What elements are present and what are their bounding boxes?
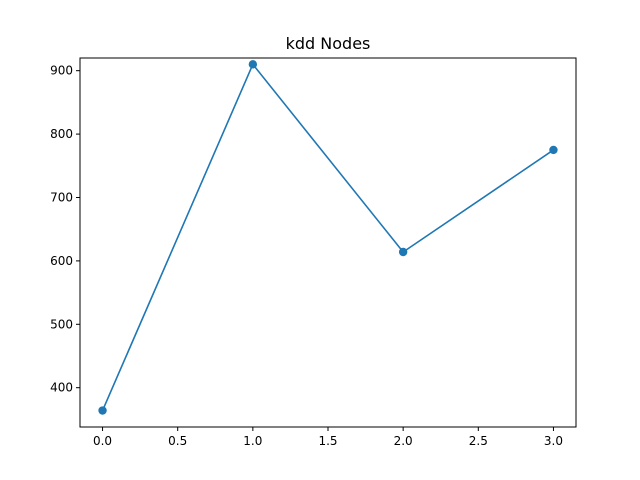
y-tick-label: 800 <box>50 127 73 141</box>
series-line <box>101 63 554 411</box>
x-tick-label: 3.0 <box>544 434 563 448</box>
data-point <box>248 60 258 69</box>
data-point <box>398 247 408 257</box>
y-tick-label: 400 <box>50 381 73 395</box>
axes-frame <box>79 57 577 428</box>
data-point <box>98 406 107 415</box>
y-tick-label: 900 <box>50 64 73 78</box>
x-tick-label: 1.5 <box>318 434 337 448</box>
data-point <box>549 145 558 155</box>
plot-area <box>98 60 558 415</box>
chart-title: kdd Nodes <box>286 34 371 53</box>
x-tick-label: 2.0 <box>394 434 413 448</box>
x-tick-label: 1.0 <box>243 434 262 448</box>
y-tick-label: 700 <box>50 190 73 204</box>
x-tick-label: 0.5 <box>168 434 187 448</box>
x-tick-label: 0.0 <box>93 434 112 448</box>
x-tick-label: 2.5 <box>469 434 488 448</box>
y-tick-label: 500 <box>50 317 73 331</box>
y-tick-label: 600 <box>50 254 73 268</box>
